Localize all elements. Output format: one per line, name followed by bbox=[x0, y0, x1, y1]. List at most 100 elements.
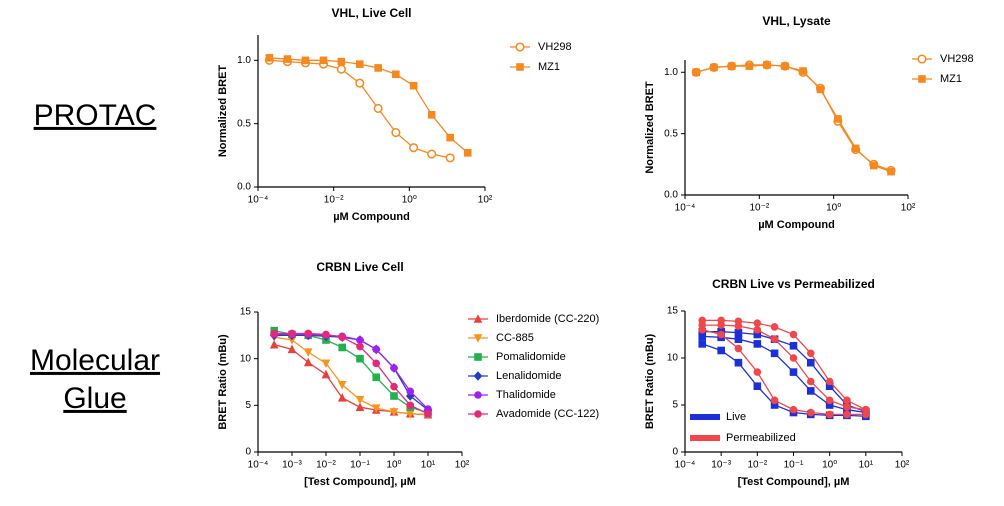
x-tick-label: 10² bbox=[478, 195, 493, 206]
x-tick-label: 10⁰ bbox=[402, 195, 417, 206]
legend-label: VH298 bbox=[940, 53, 974, 65]
y-tick-label: 0.0 bbox=[664, 190, 678, 201]
x-tick-label: 10⁰ bbox=[822, 460, 837, 471]
data-point bbox=[463, 149, 472, 157]
y-tick-label: 1.0 bbox=[237, 55, 251, 66]
curve bbox=[702, 324, 866, 411]
data-point bbox=[753, 319, 762, 328]
data-point bbox=[806, 408, 815, 417]
x-tick-label: 10² bbox=[901, 203, 916, 214]
data-point bbox=[427, 149, 437, 159]
chart-title: VHL, Live Cell bbox=[331, 6, 411, 20]
data-point bbox=[843, 396, 851, 405]
data-point bbox=[806, 387, 815, 395]
data-point bbox=[372, 359, 381, 368]
data-point bbox=[355, 395, 365, 405]
y-tick-label: 0.5 bbox=[664, 128, 678, 139]
y-tick-label: 0 bbox=[245, 447, 251, 458]
x-tick-label: 10⁻³ bbox=[711, 460, 731, 471]
data-point bbox=[373, 103, 383, 114]
data-point bbox=[445, 153, 455, 163]
y-axis-label: Normalized BRET bbox=[644, 81, 656, 174]
data-point bbox=[390, 392, 398, 400]
chart-title: CRBN Live vs Permeabilized bbox=[712, 277, 875, 291]
data-point bbox=[753, 368, 762, 376]
data-point bbox=[734, 335, 743, 343]
data-point bbox=[887, 167, 895, 176]
legend-label: Lenalidomide bbox=[496, 370, 561, 382]
data-point bbox=[319, 56, 328, 65]
data-point bbox=[717, 330, 725, 339]
curve bbox=[702, 329, 866, 416]
y-tick-label: 0 bbox=[672, 447, 678, 458]
data-point bbox=[734, 328, 743, 337]
data-point bbox=[734, 317, 743, 326]
data-point bbox=[322, 330, 330, 339]
y-tick-label: 0.0 bbox=[237, 182, 251, 193]
data-point bbox=[516, 63, 524, 71]
data-point bbox=[287, 336, 297, 345]
data-point bbox=[918, 75, 926, 83]
data-point bbox=[424, 409, 432, 418]
data-point bbox=[337, 381, 347, 390]
legend-label: Iberdomide (CC-220) bbox=[496, 313, 599, 325]
data-point bbox=[763, 61, 771, 69]
legend-swatch bbox=[690, 414, 720, 420]
data-point bbox=[406, 387, 415, 396]
x-axis-label: [Test Compound], µM bbox=[304, 476, 416, 488]
data-point bbox=[770, 335, 779, 344]
data-point bbox=[405, 409, 415, 419]
side-label: Glue bbox=[63, 382, 126, 415]
data-point bbox=[321, 369, 331, 379]
data-point bbox=[355, 402, 365, 411]
y-tick-label: 5 bbox=[245, 400, 251, 411]
curve bbox=[696, 64, 892, 173]
y-tick-label: 1.0 bbox=[664, 67, 678, 78]
y-axis-label: BRET Ratio (mBu) bbox=[217, 334, 229, 430]
data-point bbox=[321, 359, 331, 369]
data-point bbox=[265, 54, 274, 62]
data-point bbox=[372, 373, 381, 382]
data-point bbox=[745, 62, 754, 70]
data-point bbox=[770, 396, 779, 405]
curve bbox=[269, 59, 451, 159]
data-point bbox=[338, 343, 347, 352]
data-point bbox=[806, 358, 815, 367]
data-point bbox=[753, 340, 762, 348]
data-point bbox=[356, 336, 364, 344]
curve bbox=[274, 330, 429, 414]
data-point bbox=[717, 346, 725, 355]
data-point bbox=[862, 405, 870, 414]
data-point bbox=[789, 354, 798, 362]
y-tick-label: 10 bbox=[240, 353, 252, 364]
data-point bbox=[851, 144, 860, 153]
data-point bbox=[355, 78, 365, 88]
data-point bbox=[406, 401, 415, 410]
data-point bbox=[390, 382, 398, 391]
x-tick-label: 10⁻⁴ bbox=[675, 460, 696, 471]
data-point bbox=[806, 377, 815, 386]
legend-label: Pomalidomide bbox=[496, 351, 566, 363]
data-point bbox=[753, 330, 762, 339]
data-point bbox=[799, 67, 807, 75]
data-point bbox=[770, 323, 779, 331]
data-point bbox=[734, 344, 743, 353]
legend-label: Live bbox=[726, 411, 746, 423]
data-point bbox=[371, 404, 381, 413]
chart-title: CRBN Live Cell bbox=[316, 260, 403, 274]
legend-label: CC-885 bbox=[496, 332, 534, 344]
legend-swatch bbox=[690, 435, 720, 441]
data-point bbox=[270, 329, 279, 338]
data-point bbox=[392, 70, 400, 79]
data-point bbox=[409, 81, 418, 90]
data-point bbox=[473, 314, 483, 323]
data-point bbox=[515, 42, 525, 52]
data-point bbox=[355, 60, 364, 68]
x-tick-label: 10⁻⁴ bbox=[675, 203, 696, 214]
x-tick-label: 10⁻¹ bbox=[784, 460, 804, 471]
y-axis-label: BRET Ratio (mBu) bbox=[644, 334, 656, 430]
curve bbox=[274, 332, 429, 415]
curve bbox=[702, 335, 866, 414]
data-point bbox=[336, 64, 346, 74]
